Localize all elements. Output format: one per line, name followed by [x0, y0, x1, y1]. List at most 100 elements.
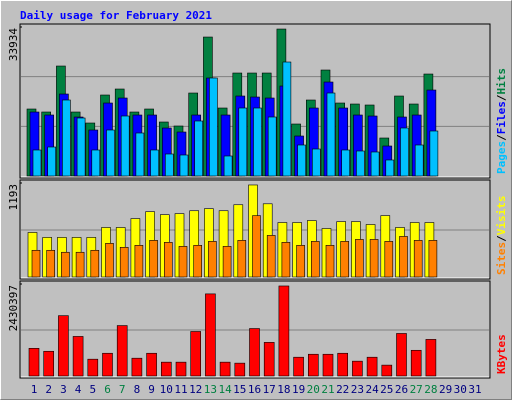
bar	[205, 293, 216, 377]
x-tick-label: 10	[160, 383, 173, 396]
bar	[237, 240, 247, 278]
x-tick-label: 31	[468, 383, 481, 396]
bar	[87, 358, 99, 377]
bar	[281, 242, 291, 278]
bar	[297, 144, 306, 177]
bar	[410, 349, 422, 377]
x-tick-label: 2	[45, 383, 52, 396]
bar	[385, 159, 395, 177]
legend: Sites/Visits	[495, 196, 508, 276]
x-tick-label: 13	[204, 383, 217, 396]
bar	[355, 239, 364, 278]
x-tick-label: 1	[31, 383, 38, 396]
bar	[131, 357, 143, 377]
x-tick-label: 30	[454, 383, 467, 396]
bar	[194, 120, 203, 177]
bar	[326, 92, 336, 177]
bar	[165, 153, 174, 177]
x-tick-label: 28	[424, 383, 437, 396]
bar	[352, 360, 363, 377]
x-tick-label: 17	[263, 383, 276, 396]
x-tick-label: 4	[75, 383, 82, 396]
bar	[209, 77, 218, 177]
legend-separator: /	[495, 235, 508, 242]
legend-separator: /	[495, 134, 508, 141]
x-tick-label: 18	[277, 383, 290, 396]
bar	[75, 251, 85, 278]
bar	[178, 246, 188, 278]
bar	[76, 117, 86, 177]
legend-separator: /	[495, 94, 508, 101]
bar	[175, 361, 187, 377]
bar	[253, 107, 262, 177]
bar	[222, 246, 232, 278]
bar	[150, 149, 159, 177]
x-tick-label: 6	[104, 383, 111, 396]
bar	[399, 236, 408, 278]
bar	[341, 149, 351, 177]
bar	[58, 315, 69, 377]
x-tick-label: 12	[189, 383, 202, 396]
bar	[119, 246, 129, 278]
bar	[429, 130, 439, 177]
legend-entry: Files	[495, 101, 508, 134]
x-tick-label: 11	[174, 383, 187, 396]
bar	[413, 240, 423, 278]
legend-entry: Visits	[495, 196, 508, 236]
bar	[31, 249, 41, 278]
bar	[310, 241, 320, 278]
bar	[356, 150, 365, 177]
bar	[234, 362, 246, 377]
y-tick-label: 33934	[7, 28, 20, 61]
x-tick-label: 26	[395, 383, 408, 396]
bar	[400, 127, 409, 177]
x-tick-label: 24	[365, 383, 379, 396]
bar	[340, 241, 350, 278]
x-tick-label: 9	[148, 383, 155, 396]
legend: Pages/Files/Hits	[495, 68, 508, 174]
bar	[249, 328, 260, 377]
bar	[252, 215, 261, 278]
bar	[322, 353, 334, 377]
bar	[90, 249, 100, 278]
bar	[267, 116, 277, 177]
chart-title: Daily usage for February 2021	[20, 9, 212, 22]
bar	[62, 99, 71, 177]
x-tick-label: 14	[218, 383, 232, 396]
bar	[381, 364, 393, 377]
bar	[43, 350, 55, 377]
bar	[32, 149, 42, 177]
bar	[116, 325, 128, 377]
legend-entry: Hits	[495, 68, 508, 95]
bar	[396, 333, 407, 377]
legend-entry: Sites	[495, 242, 508, 275]
x-tick-label: 22	[336, 383, 349, 396]
bar	[369, 239, 379, 278]
bar	[161, 361, 172, 377]
bar	[370, 151, 380, 177]
bar	[307, 353, 319, 377]
bar	[282, 61, 292, 177]
bar	[47, 146, 57, 177]
bar	[72, 336, 84, 377]
x-tick-label: 27	[410, 383, 423, 396]
bar	[106, 129, 115, 177]
x-tick-label: 8	[134, 383, 141, 396]
bar	[46, 249, 56, 278]
x-tick-label: 25	[380, 383, 393, 396]
bar	[414, 144, 424, 177]
bar	[190, 331, 201, 377]
y-tick-label: 1193	[7, 184, 20, 211]
bar	[208, 241, 217, 278]
x-tick-label: 23	[351, 383, 364, 396]
bar	[238, 107, 248, 177]
bar	[193, 245, 202, 278]
bar	[263, 342, 275, 377]
legend-entry: KBytes	[495, 334, 508, 374]
bar	[219, 361, 231, 377]
bar	[149, 240, 158, 278]
bar	[91, 149, 101, 177]
bar	[61, 251, 70, 278]
